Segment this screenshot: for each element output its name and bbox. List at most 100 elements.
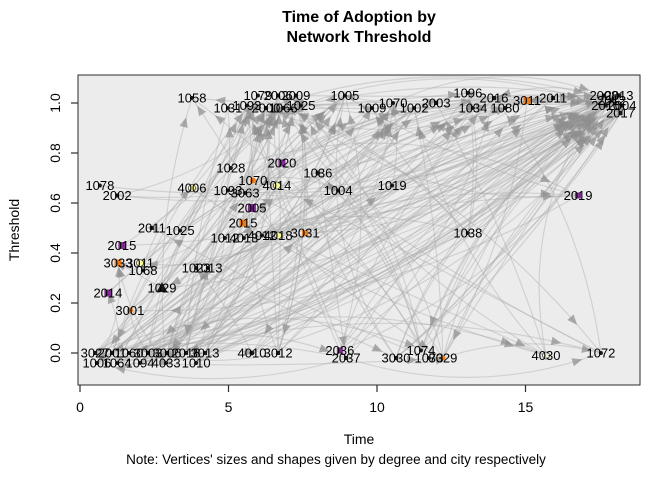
vertex-label: 1013 (194, 261, 223, 276)
vertex-label: 1068 (129, 263, 158, 278)
vertex-label: 4014 (262, 178, 291, 193)
footnote: Note: Vertices' sizes and shapes given b… (126, 452, 546, 467)
vertex-label: 1009 (357, 101, 386, 116)
vertex-label: 1025 (287, 98, 316, 113)
vertex-label: 2011 (539, 91, 567, 106)
vertex-label: 2037 (332, 351, 361, 366)
x-tick-label: 10 (369, 399, 385, 415)
y-axis: 0.0 0.2 0.4 0.6 0.8 1.0 (47, 93, 78, 363)
vertex-label: 1074 (406, 343, 435, 358)
vertex-label: 2008 (589, 88, 618, 103)
vertex-label: 1006 (82, 356, 111, 371)
vertex-label: 1004 (324, 183, 353, 198)
vertex-label: 1093 (232, 98, 261, 113)
vertex-label: 1066 (269, 101, 298, 116)
vertex-label: 2019 (564, 188, 593, 203)
x-tick-label: 15 (518, 399, 534, 415)
vertex-label: 1034 (458, 101, 487, 116)
vertex-label: 1079 (243, 88, 272, 103)
vertex-label: 2010 (591, 98, 620, 113)
vertex-label: 4006 (178, 181, 207, 196)
vertex-label: 2001 (98, 346, 127, 361)
vertex-label: 2014 (93, 286, 122, 301)
vertex-label: 2011 (138, 221, 166, 236)
vertex-label: 1023 (182, 261, 211, 276)
y-tick-label: 1.0 (47, 93, 63, 113)
vertex-label: 2000 (251, 101, 280, 116)
vertex-label: 2006 (264, 88, 293, 103)
vertex-label: 1094 (126, 356, 155, 371)
vertex-label: 4030 (532, 348, 561, 363)
vertex-label: 1028 (216, 161, 245, 176)
plot-border (77, 74, 641, 386)
vertex-label: 2013 (605, 88, 634, 103)
vertex-label: 1064 (103, 356, 132, 371)
vertex-label: 1093 (213, 183, 242, 198)
chart-title: Time of Adoption by Network Threshold (46, 8, 672, 48)
vertex-label: 3033 (104, 256, 133, 271)
vertex-label: 2015 (107, 238, 136, 253)
vertex-label: 3006 (153, 346, 182, 361)
vertex-label: 3012 (264, 346, 293, 361)
y-tick-label: 0.8 (47, 143, 63, 163)
y-axis-label: Threshold (6, 198, 22, 262)
chart-title-line-1: Time of Adoption by (282, 9, 436, 26)
vertex-label: 1012 (210, 231, 239, 246)
vertex-label: 4033 (152, 356, 181, 371)
vertex-label: 2012 (597, 93, 626, 108)
vertex-label: 1073 (415, 351, 444, 366)
vertex-label: 2017 (606, 106, 635, 121)
vertex-label: 2003 (422, 96, 451, 111)
vertex-label: 4012 (248, 228, 277, 243)
vertex-label: 3001 (115, 303, 144, 318)
vertex-label: 2009 (281, 88, 310, 103)
x-axis: 0 5 10 15 (76, 385, 533, 415)
vertex-label: 1096 (453, 86, 482, 101)
x-axis-label: Time (343, 431, 375, 447)
vertex-label: 1038 (453, 226, 482, 241)
vertex-label: 2002 (103, 188, 132, 203)
vertex-label: 2016 (480, 91, 509, 106)
vertex-label: 1080 (491, 101, 520, 116)
vertex-label: 4018 (264, 228, 293, 243)
vertex-label: 1078 (85, 178, 114, 193)
vertex-label: 3011 (126, 256, 154, 271)
vertex-label: 1036 (303, 166, 332, 181)
vertex-label: 1031 (213, 101, 242, 116)
vertex-label: 1005 (330, 88, 359, 103)
vertex-label: 1070 (379, 96, 408, 111)
vertex-label: 2020 (267, 156, 296, 171)
vertex-label: 1072 (586, 346, 615, 361)
y-tick-label: 0.6 (47, 193, 63, 213)
vertex-label: 3013 (191, 346, 220, 361)
vertex-label: 1010 (182, 356, 211, 371)
vertex-label: 1070 (238, 173, 267, 188)
vertex-label: 3003 (134, 346, 163, 361)
y-tick-label: 0.2 (47, 293, 63, 313)
vertex-label: 3029 (428, 351, 457, 366)
vertex-label: 3030 (382, 351, 411, 366)
vertex-label: 2015 (229, 216, 258, 231)
x-tick-label: 5 (225, 399, 233, 415)
y-tick-label: 0.4 (47, 243, 63, 263)
vertex-label: 2004 (608, 98, 637, 113)
vertex-label: 4013 (229, 231, 258, 246)
vertex-label: 1029 (148, 281, 177, 296)
vertex-label: 4010 (238, 346, 267, 361)
y-tick-label: 0.0 (47, 343, 63, 363)
vertex-label: 1060 (115, 346, 144, 361)
plot-panel (78, 75, 640, 385)
x-tick-label: 0 (76, 399, 84, 415)
vertex-label: 2005 (238, 201, 267, 216)
vertex-label: 3011 (513, 93, 541, 108)
arrowheads-layer (95, 83, 628, 374)
vertex-label: 1019 (378, 178, 407, 193)
vertex-labels-layer: 1058 107920062009103110932000106610251005… (81, 86, 637, 371)
vertices-layer (93, 91, 625, 365)
vertex-label: 2036 (325, 343, 354, 358)
chart-title-line-2: Network Threshold (286, 29, 432, 46)
vertex-label: 2018 (172, 346, 201, 361)
vertex-label: 3031 (291, 226, 320, 241)
vertex-label: 1058 (178, 91, 207, 106)
